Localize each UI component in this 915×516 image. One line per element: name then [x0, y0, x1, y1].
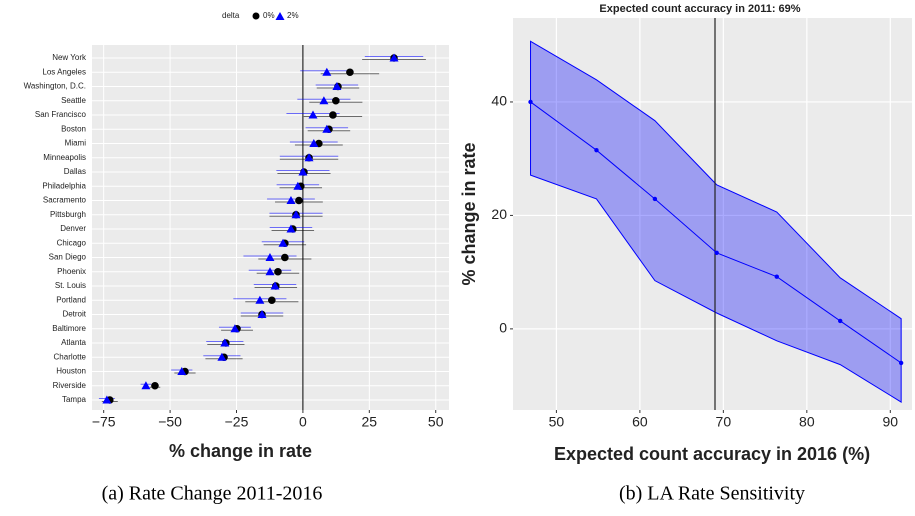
y-tick-label: 0	[499, 320, 507, 336]
y-tick-label: Atlanta	[61, 338, 86, 347]
y-tick-label: Charlotte	[54, 352, 87, 361]
point	[220, 338, 230, 347]
point	[286, 224, 296, 233]
y-tick-label: San Diego	[49, 253, 87, 262]
legend-marker	[252, 12, 260, 20]
x-tick-label: 80	[799, 414, 815, 430]
x-tick-label: −50	[158, 414, 182, 430]
y-tick-label: Philadelphia	[42, 181, 86, 190]
point	[304, 153, 314, 162]
legend-label: 0%	[263, 11, 275, 20]
legend-label: 2%	[287, 11, 299, 20]
point	[102, 395, 112, 404]
caption: (b) LA Rate Sensitivity	[619, 483, 805, 505]
y-tick-label: Portland	[56, 295, 86, 304]
point	[332, 96, 340, 105]
y-tick-label: Pittsburgh	[50, 210, 86, 219]
x-tick-label: 60	[632, 414, 648, 430]
point	[255, 295, 265, 304]
point	[838, 318, 843, 324]
x-tick-label: 0	[299, 414, 307, 430]
y-tick-label: 40	[491, 93, 507, 109]
point	[652, 196, 658, 202]
y-tick-label: Detroit	[62, 310, 86, 319]
x-tick-label: −25	[225, 414, 249, 430]
y-tick-label: San Francisco	[35, 110, 87, 119]
x-tick-label: 70	[716, 414, 732, 430]
point	[217, 352, 227, 361]
y-tick-label: Phoenix	[57, 267, 86, 276]
point	[278, 238, 288, 247]
point	[714, 250, 719, 256]
point	[286, 196, 296, 204]
point	[293, 181, 303, 190]
point	[389, 53, 399, 62]
y-tick-label: Boston	[61, 124, 86, 133]
y-tick-label: Sacramento	[43, 196, 87, 205]
y-tick-label: New York	[52, 53, 87, 62]
point	[291, 210, 301, 219]
point	[298, 167, 308, 176]
point	[309, 139, 319, 147]
y-tick-label: Los Angeles	[42, 67, 86, 76]
y-tick-label: Tampa	[62, 395, 87, 404]
point	[594, 147, 599, 153]
y-tick-label: Miami	[65, 139, 87, 148]
x-tick-label: 50	[549, 414, 565, 430]
x-tick-label: 50	[428, 414, 444, 430]
y-tick-label: Riverside	[53, 381, 87, 390]
point	[281, 253, 289, 262]
y-tick-label: Seattle	[61, 96, 86, 105]
point	[230, 324, 240, 333]
y-tick-label: Minneapolis	[43, 153, 86, 162]
caption: (a) Rate Change 2011-2016	[102, 483, 323, 505]
y-tick-label: Houston	[56, 367, 86, 376]
point	[319, 96, 329, 105]
point	[332, 82, 342, 90]
point	[898, 360, 904, 366]
y-tick-label: St. Louis	[55, 281, 86, 290]
point	[329, 111, 337, 119]
x-axis-label: Expected count accuracy in 2016 (%)	[554, 444, 870, 464]
x-tick-label: −75	[92, 414, 116, 430]
panel	[513, 18, 912, 410]
point	[141, 381, 151, 390]
chart-title: Expected count accuracy in 2011: 69%	[599, 3, 800, 15]
y-tick-label: Dallas	[64, 167, 86, 176]
point	[295, 196, 303, 205]
point	[322, 67, 332, 76]
point	[257, 310, 267, 318]
confidence-band	[530, 40, 902, 403]
point	[308, 110, 318, 119]
point	[346, 68, 354, 77]
point	[151, 381, 159, 390]
point	[274, 267, 282, 276]
legend-marker	[275, 12, 285, 20]
point	[774, 274, 779, 279]
point	[177, 367, 187, 375]
y-tick-label: Denver	[60, 224, 86, 233]
point	[268, 296, 276, 305]
point	[322, 124, 332, 133]
y-axis-label: % change in rate	[459, 142, 479, 285]
x-axis-label: % change in rate	[169, 441, 312, 461]
x-tick-label: 25	[362, 414, 378, 430]
y-tick-label: Baltimore	[52, 324, 86, 333]
point	[265, 267, 275, 276]
point	[265, 253, 275, 261]
y-tick-label: Chicago	[57, 238, 87, 247]
legend-title: delta	[222, 11, 240, 20]
point	[528, 99, 533, 105]
x-tick-label: 90	[883, 414, 899, 430]
point	[270, 281, 280, 290]
y-tick-label: 20	[491, 206, 507, 222]
y-tick-label: Washington, D.C.	[24, 82, 86, 91]
